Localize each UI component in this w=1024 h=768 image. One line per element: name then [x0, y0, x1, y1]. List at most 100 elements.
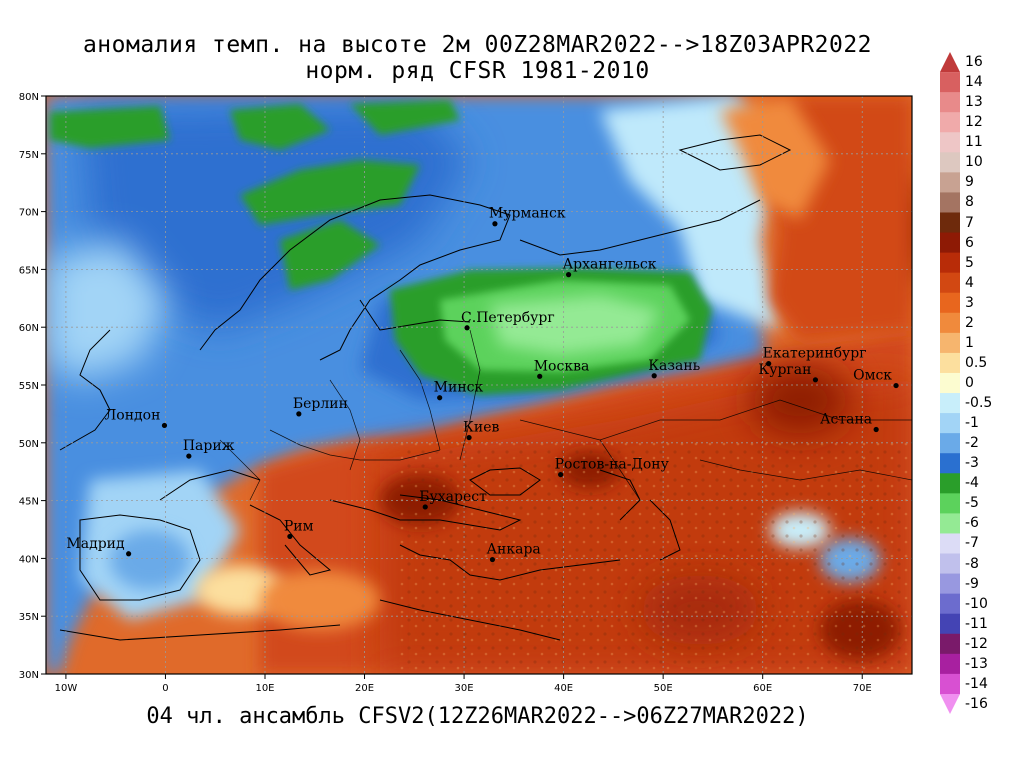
- colorbar-label: -16: [965, 695, 988, 712]
- city-label: Париж: [183, 438, 235, 454]
- colorbar-label: 1: [965, 334, 974, 351]
- colorbar-label: 0: [965, 375, 974, 391]
- axis-ticks: 10W 0 10E 20E 30E 40E 50E 60E 70E 30N 35N 40N 45N 50N…: [19, 92, 872, 694]
- city-label: Лондон: [105, 407, 161, 423]
- colorbar-cell: [940, 393, 960, 414]
- colorbar-label: -6: [965, 515, 979, 532]
- colorbar-cell: [940, 473, 960, 494]
- city-dot: [422, 504, 428, 510]
- colorbar-cell: [940, 212, 960, 234]
- colorbar-cell: [940, 633, 960, 655]
- lat-tick-label: 80N: [19, 92, 39, 103]
- colorbar-cell: [940, 372, 960, 394]
- city-label: С.Петербург: [461, 310, 555, 326]
- lon-tick-label: 20E: [355, 683, 374, 694]
- city-dot: [812, 377, 819, 383]
- city-dot: [873, 426, 879, 433]
- colorbar-cell: [940, 232, 960, 254]
- colorbar-cell: [940, 553, 960, 575]
- lon-tick-label: 0: [162, 683, 168, 694]
- city-dot: [464, 325, 470, 331]
- city-label: Казань: [648, 358, 700, 374]
- lat-tick-label: 35N: [19, 612, 39, 623]
- anomaly-field: [46, 96, 912, 674]
- city-dot: [161, 422, 168, 429]
- colorbar-label: -11: [965, 615, 988, 632]
- city-label: Рим: [284, 518, 314, 534]
- colorbar: [940, 52, 960, 714]
- colorbar-label: -9: [965, 575, 979, 592]
- colorbar-cell: [940, 312, 960, 334]
- colorbar-label: -2: [965, 435, 979, 452]
- city-label: Анкара: [486, 542, 540, 558]
- colorbar-label: 13: [965, 94, 983, 111]
- city-dot: [186, 453, 192, 459]
- lat-tick-label: 60N: [19, 323, 39, 334]
- city-label: Мурманск: [489, 206, 566, 222]
- colorbar-label: 10: [965, 154, 983, 171]
- city-label: Бухарест: [419, 489, 487, 505]
- lat-tick-label: 30N: [19, 670, 39, 681]
- colorbar-cell: [940, 272, 960, 294]
- city-dot: [558, 471, 564, 478]
- colorbar-label: 16: [965, 54, 983, 71]
- city-dot: [651, 373, 657, 379]
- city-dot: [766, 361, 772, 367]
- map-title-line1: аномалия темп. на высоте 2м 00Z28MAR2022…: [82, 32, 873, 58]
- lon-tick-label: 10W: [55, 683, 78, 694]
- ensemble-footer: 04 чл. ансамбль CFSV2(12Z26MAR2022-->06Z…: [146, 704, 809, 729]
- colorbar-label: 5: [965, 254, 974, 271]
- colorbar-label: 0.5: [965, 354, 988, 371]
- city-dot: [296, 411, 302, 417]
- lat-tick-label: 55N: [19, 381, 39, 392]
- colorbar-cell: [940, 613, 960, 635]
- city-label: Курган: [758, 362, 811, 378]
- colorbar-label: 2: [965, 314, 974, 331]
- colorbar-cell: [940, 112, 960, 133]
- city-dot: [537, 373, 543, 379]
- colorbar-cell: [940, 593, 960, 615]
- city-label: Минск: [434, 380, 484, 396]
- colorbar-cell: [940, 72, 960, 93]
- colorbar-label: -14: [965, 675, 988, 692]
- colorbar-label: -10: [965, 595, 988, 612]
- colorbar-label: 9: [965, 174, 974, 191]
- colorbar-label: -5: [965, 495, 979, 512]
- colorbar-cell: [940, 433, 960, 454]
- lat-tick-label: 65N: [19, 265, 39, 276]
- city-label: Мадрид: [66, 536, 125, 552]
- colorbar-cell: [940, 292, 960, 314]
- colorbar-cell: [940, 52, 960, 73]
- lon-tick-label: 40E: [554, 683, 573, 694]
- colorbar-label: -8: [965, 555, 979, 572]
- colorbar-label: -3: [965, 455, 979, 472]
- city-dot: [126, 551, 132, 557]
- city-dot: [287, 533, 293, 540]
- city-label: Архангельск: [563, 257, 657, 273]
- city-dot: [492, 221, 498, 227]
- colorbar-label: -13: [965, 655, 988, 672]
- city-label: Берлин: [293, 396, 348, 412]
- city-label: Омск: [853, 368, 892, 384]
- city-dot: [489, 556, 496, 563]
- country-borders: [219, 329, 912, 501]
- colorbar-label: 4: [965, 274, 974, 291]
- colorbar-cell: [940, 172, 960, 193]
- lat-tick-label: 40N: [19, 554, 39, 565]
- colorbar-cell: [940, 513, 960, 534]
- colorbar-cell: [940, 92, 960, 113]
- city-label: Москва: [534, 358, 590, 374]
- colorbar-cell: [940, 252, 960, 274]
- colorbar-cell: [940, 352, 960, 374]
- colorbar-cell: [940, 693, 960, 714]
- colorbar-label: 6: [965, 234, 974, 251]
- city-label: Екатеринбург: [763, 346, 867, 362]
- lon-tick-label: 60E: [753, 683, 772, 694]
- city-dot: [893, 382, 899, 389]
- colorbar-cell: [940, 533, 960, 555]
- colorbar-label: -0.5: [965, 395, 993, 412]
- colorbar-cell: [940, 673, 960, 695]
- lon-tick-label: 30E: [455, 683, 474, 694]
- city-label: Ростов-на-Дону: [555, 457, 670, 473]
